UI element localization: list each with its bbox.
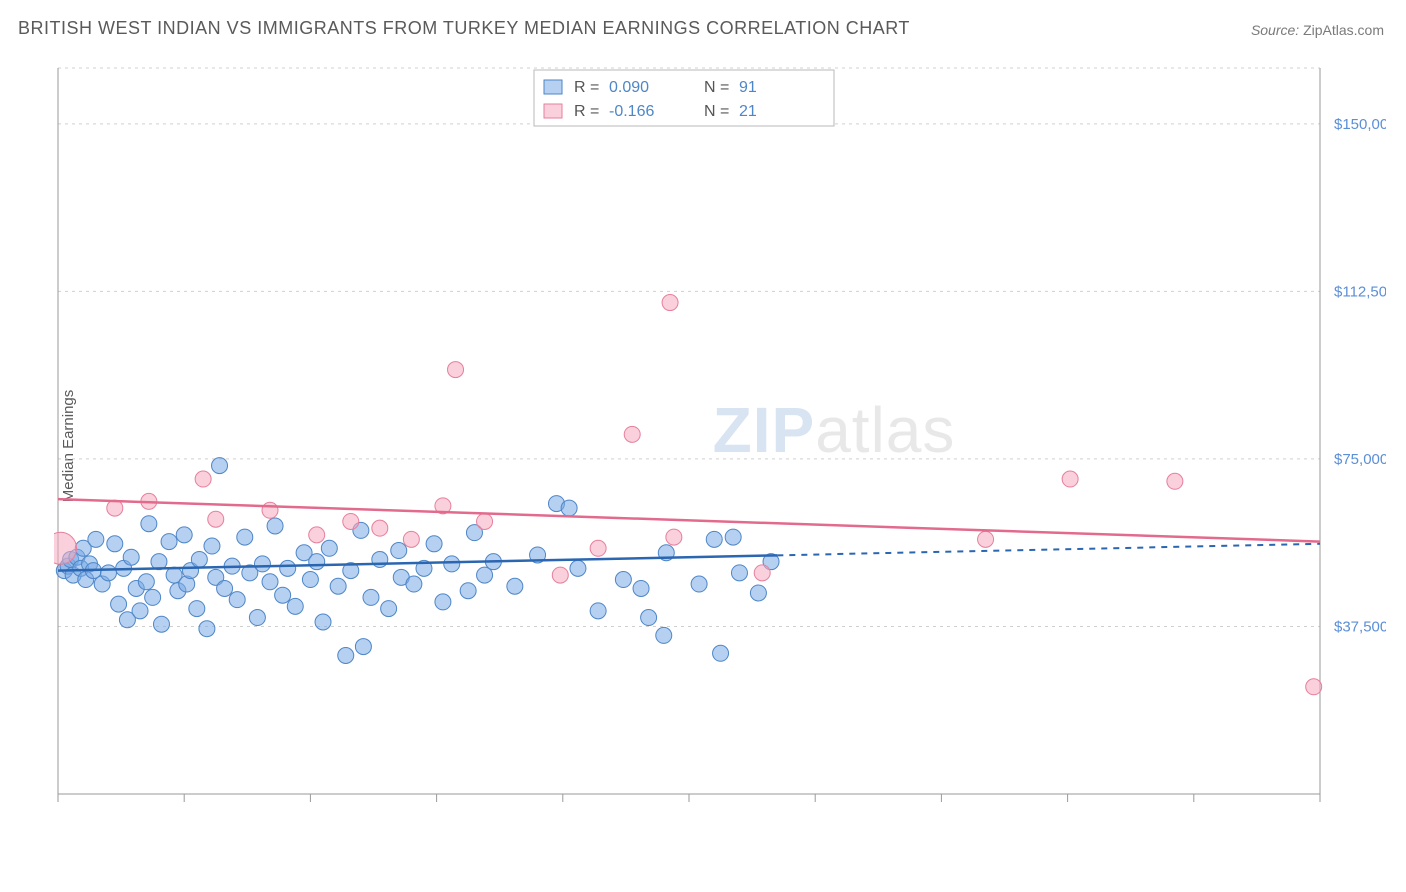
data-point: [590, 603, 606, 619]
data-point: [315, 614, 331, 630]
data-point: [507, 578, 523, 594]
trendline-extrapolated: [777, 544, 1320, 556]
data-point: [355, 639, 371, 655]
source-value: ZipAtlas.com: [1303, 22, 1384, 38]
data-point: [229, 592, 245, 608]
data-point: [189, 601, 205, 617]
stat-r-label: R =: [574, 103, 599, 120]
data-point: [691, 576, 707, 592]
data-point: [624, 426, 640, 442]
data-point: [343, 513, 359, 529]
data-point: [444, 556, 460, 572]
stat-r-value: 0.090: [609, 79, 649, 96]
data-point: [88, 531, 104, 547]
data-point: [132, 603, 148, 619]
data-point: [111, 596, 127, 612]
data-point: [309, 527, 325, 543]
data-point: [1167, 473, 1183, 489]
chart-title: BRITISH WEST INDIAN VS IMMIGRANTS FROM T…: [18, 18, 910, 39]
data-point: [191, 551, 207, 567]
data-point: [267, 518, 283, 534]
data-point: [287, 598, 303, 614]
data-point: [731, 565, 747, 581]
data-point: [254, 556, 270, 572]
y-tick-label: $112,500: [1334, 283, 1386, 300]
data-point: [713, 645, 729, 661]
data-point: [1306, 679, 1322, 695]
data-point: [145, 589, 161, 605]
data-point: [570, 560, 586, 576]
data-point: [217, 580, 233, 596]
data-point: [978, 531, 994, 547]
data-point: [448, 362, 464, 378]
data-point: [477, 513, 493, 529]
data-point: [280, 560, 296, 576]
data-point: [141, 516, 157, 532]
stat-r-value: -0.166: [609, 103, 654, 120]
data-point: [262, 502, 278, 518]
data-point: [590, 540, 606, 556]
data-point: [199, 621, 215, 637]
data-point: [662, 295, 678, 311]
source-credit: Source: ZipAtlas.com: [1251, 22, 1384, 38]
y-tick-label: $37,500: [1334, 618, 1386, 635]
data-point: [153, 616, 169, 632]
legend-swatch: [544, 80, 562, 94]
data-point: [552, 567, 568, 583]
data-point: [406, 576, 422, 592]
data-point: [208, 511, 224, 527]
data-point: [204, 538, 220, 554]
y-tick-label: $75,000: [1334, 451, 1386, 468]
data-point: [633, 580, 649, 596]
watermark: ZIPatlas: [713, 394, 956, 466]
data-point: [561, 500, 577, 516]
data-point: [249, 610, 265, 626]
data-point: [302, 572, 318, 588]
stat-n-label: N =: [704, 79, 729, 96]
data-point: [435, 594, 451, 610]
data-point: [195, 471, 211, 487]
data-point: [656, 627, 672, 643]
data-point: [1062, 471, 1078, 487]
scatter-chart: ZIPatlas R =0.090N =91R =-0.166N =21 Bri…: [54, 62, 1386, 814]
data-point: [641, 610, 657, 626]
stat-n-label: N =: [704, 103, 729, 120]
data-point: [338, 648, 354, 664]
stat-n-value: 21: [739, 103, 757, 120]
stat-n-value: 91: [739, 79, 757, 96]
data-point: [363, 589, 379, 605]
data-point: [706, 531, 722, 547]
data-point: [262, 574, 278, 590]
data-point: [666, 529, 682, 545]
data-point: [176, 527, 192, 543]
data-point: [309, 554, 325, 570]
data-point: [426, 536, 442, 552]
data-point: [161, 534, 177, 550]
source-label: Source:: [1251, 22, 1299, 38]
data-point: [391, 543, 407, 559]
data-point: [275, 587, 291, 603]
data-point: [403, 531, 419, 547]
data-point: [381, 601, 397, 617]
data-point: [754, 565, 770, 581]
stat-r-label: R =: [574, 79, 599, 96]
data-point: [100, 565, 116, 581]
data-point: [615, 572, 631, 588]
data-point: [123, 549, 139, 565]
data-point: [138, 574, 154, 590]
data-point: [321, 540, 337, 556]
data-point: [372, 520, 388, 536]
data-point: [460, 583, 476, 599]
data-point: [750, 585, 766, 601]
data-point: [212, 458, 228, 474]
data-point: [107, 536, 123, 552]
plot-area: ZIPatlas R =0.090N =91R =-0.166N =21 Bri…: [54, 62, 1386, 814]
data-point: [237, 529, 253, 545]
data-point: [725, 529, 741, 545]
data-point: [330, 578, 346, 594]
legend-swatch: [544, 104, 562, 118]
y-tick-label: $150,000: [1334, 116, 1386, 133]
